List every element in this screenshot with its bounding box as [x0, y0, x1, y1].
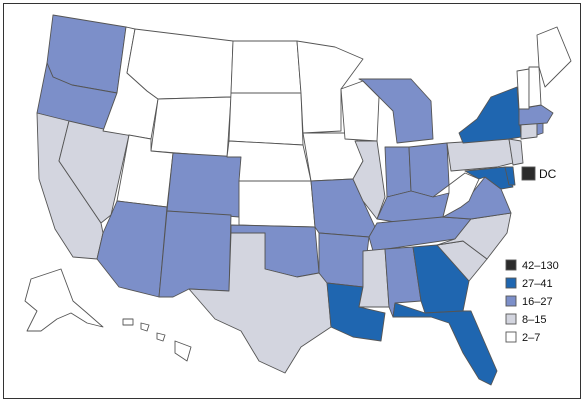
- state-IL: [352, 140, 386, 220]
- state-AK: [24, 268, 104, 332]
- state-IN: [384, 146, 412, 198]
- dc-label: DC: [539, 167, 557, 181]
- dc-marker: [521, 166, 536, 181]
- legend-label-2: 16–27: [522, 296, 553, 308]
- state-FL: [392, 302, 498, 386]
- legend-swatch-1: [505, 277, 517, 289]
- state-KS: [238, 180, 316, 228]
- map-frame: DC 42–130 27–41 16–27 8–15 2–7: [3, 3, 581, 399]
- state-IA: [302, 132, 364, 182]
- state-CO: [166, 152, 242, 218]
- legend-label-1: 27–41: [522, 278, 553, 290]
- legend-swatch-3: [505, 313, 517, 325]
- state-OH: [408, 142, 450, 198]
- legend-label-3: 8–15: [522, 314, 546, 326]
- legend-swatch-4: [505, 331, 517, 343]
- state-NH: [528, 66, 542, 108]
- legend: 42–130 27–41 16–27 8–15 2–7: [505, 259, 559, 344]
- state-WV: [442, 172, 480, 218]
- state-VT: [516, 68, 530, 110]
- us-choropleth-map: DC 42–130 27–41 16–27 8–15 2–7: [24, 14, 572, 386]
- legend-label-4: 2–7: [522, 332, 540, 344]
- state-NY: [458, 86, 522, 144]
- state-WI: [340, 80, 380, 142]
- state-MI: [358, 78, 434, 144]
- state-PA: [446, 138, 514, 172]
- state-TX: [188, 232, 332, 374]
- state-MS: [358, 248, 390, 308]
- state-SD: [228, 92, 304, 146]
- state-ND: [230, 40, 302, 94]
- state-AR: [318, 232, 370, 288]
- state-NM: [158, 210, 232, 298]
- state-NJ: [508, 138, 524, 166]
- legend-label-0: 42–130: [522, 260, 559, 272]
- state-DE: [504, 166, 516, 186]
- state-MN: [296, 40, 364, 134]
- state-HI: [122, 318, 192, 362]
- legend-swatch-0: [505, 259, 517, 271]
- legend-swatch-2: [505, 295, 517, 307]
- state-WY: [150, 96, 232, 158]
- state-ME: [536, 26, 572, 88]
